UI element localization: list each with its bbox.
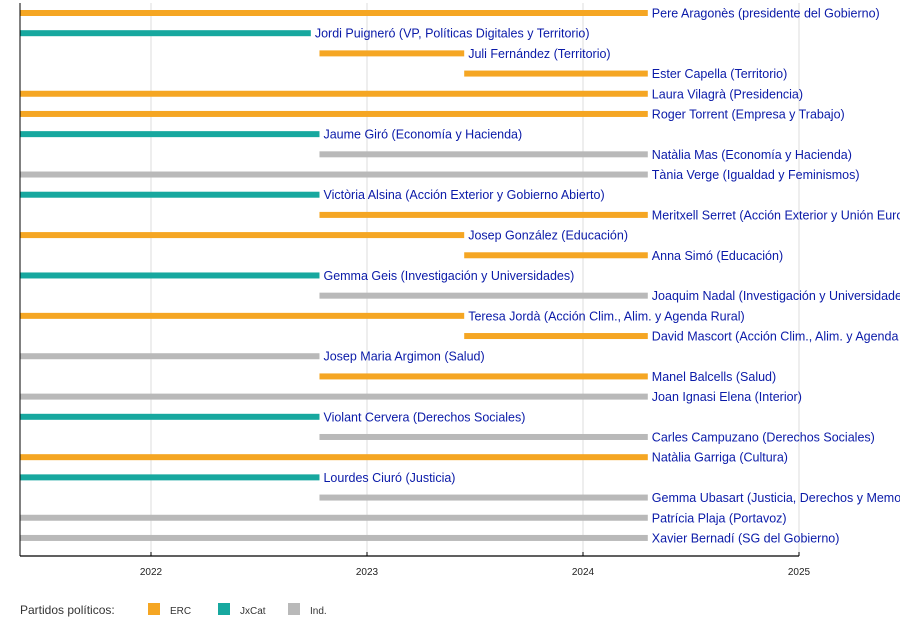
bar-7 (319, 151, 648, 158)
bar-9 (20, 191, 320, 198)
row-label: Meritxell Serret (Acción Exterior y Unió… (652, 208, 900, 222)
bar-14 (319, 292, 648, 299)
bar-5 (20, 110, 648, 117)
legend-label: Ind. (310, 606, 327, 617)
bar-18 (319, 373, 648, 380)
row-label: Patrícia Plaja (Portavoz) (652, 511, 787, 525)
bar-13 (20, 272, 320, 279)
legend-swatch-Ind (288, 603, 300, 615)
row-label: Xavier Bernadí (SG del Gobierno) (652, 531, 840, 545)
bar-25 (20, 514, 648, 521)
row-label: Joan Ignasi Elena (Interior) (652, 390, 802, 404)
row-label: Laura Vilagrà (Presidencia) (652, 87, 803, 101)
row-label: Juli Fernández (Territorio) (468, 47, 610, 61)
row-label: Carles Campuzano (Derechos Sociales) (652, 430, 875, 444)
bar-0 (20, 10, 648, 16)
bar-16 (464, 333, 648, 340)
row-label: Josep González (Educación) (468, 229, 628, 243)
bar-1 (20, 30, 311, 37)
legend-label: ERC (170, 606, 191, 617)
legend-label: JxCat (240, 606, 266, 617)
row-label: David Mascort (Acción Clim., Alim. y Age… (652, 330, 900, 344)
bar-4 (20, 90, 648, 97)
row-label: Jaume Giró (Economía y Hacienda) (323, 128, 522, 142)
legend-title: Partidos políticos: (20, 603, 115, 617)
bar-6 (20, 131, 320, 138)
row-label: Lourdes Ciuró (Justicia) (323, 471, 455, 485)
bar-15 (20, 312, 465, 319)
row-label: Pere Aragonès (presidente del Gobierno) (652, 7, 880, 21)
row-label: Natàlia Garriga (Cultura) (652, 451, 788, 465)
bar-24 (319, 494, 648, 501)
row-label: Violant Cervera (Derechos Sociales) (323, 410, 525, 424)
bar-26 (20, 534, 648, 541)
bar-11 (20, 232, 465, 239)
x-tick-label: 2024 (572, 567, 595, 578)
bar-21 (319, 433, 648, 440)
row-label: Jordi Puigneró (VP, Políticas Digitales … (315, 27, 590, 41)
row-label: Teresa Jordà (Acción Clim., Alim. y Agen… (468, 309, 745, 323)
row-label: Josep Maria Argimon (Salud) (323, 350, 484, 364)
bar-2 (319, 50, 465, 57)
bar-8 (20, 171, 648, 178)
row-label: Manel Balcells (Salud) (652, 370, 776, 384)
row-label: Roger Torrent (Empresa y Trabajo) (652, 107, 845, 121)
row-label: Joaquim Nadal (Investigación y Universid… (652, 289, 900, 303)
row-label: Gemma Geis (Investigación y Universidade… (323, 269, 574, 283)
bar-10 (319, 211, 648, 218)
row-label: Natàlia Mas (Economía y Hacienda) (652, 148, 852, 162)
row-label: Anna Simó (Educación) (652, 249, 783, 263)
row-label: Tània Verge (Igualdad y Feminismos) (652, 168, 860, 182)
x-tick-label: 2022 (140, 567, 163, 578)
bar-19 (20, 393, 648, 400)
row-label: Gemma Ubasart (Justicia, Derechos y Memo… (652, 491, 900, 505)
bar-23 (20, 474, 320, 481)
bar-22 (20, 454, 648, 461)
row-label: Victòria Alsina (Acción Exterior y Gobie… (323, 188, 604, 202)
bar-3 (464, 70, 648, 77)
bar-17 (20, 353, 320, 360)
legend-swatch-JxCat (218, 603, 230, 615)
bar-12 (464, 252, 648, 259)
legend-swatch-ERC (148, 603, 160, 615)
row-label: Ester Capella (Territorio) (652, 67, 787, 81)
bar-20 (20, 413, 320, 420)
x-tick-label: 2025 (788, 567, 811, 578)
x-tick-label: 2023 (356, 567, 379, 578)
